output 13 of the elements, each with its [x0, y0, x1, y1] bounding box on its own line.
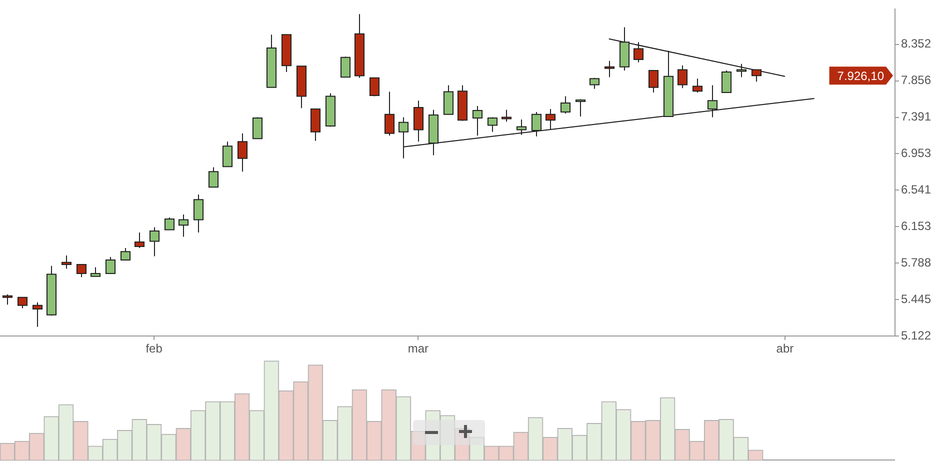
- y-tick-label: 7.391: [901, 110, 932, 124]
- y-tick-label: 6.153: [901, 218, 932, 233]
- x-tick-label: abr: [776, 342, 794, 356]
- annotation: 7.926,10: [837, 68, 884, 83]
- y-tick-label: 7.856: [901, 73, 932, 88]
- y-tick-label: 6.953: [901, 146, 932, 160]
- y-tick-label: 6.541: [901, 182, 932, 196]
- x-tick-label: mar: [408, 342, 428, 356]
- y-tick-label: 5.445: [901, 292, 932, 306]
- x-tick-label: feb: [146, 342, 163, 356]
- y-tick-label: 5.788: [901, 255, 932, 270]
- y-tick-label: 8.352: [901, 36, 932, 51]
- y-tick-label: 5.122: [901, 328, 932, 342]
